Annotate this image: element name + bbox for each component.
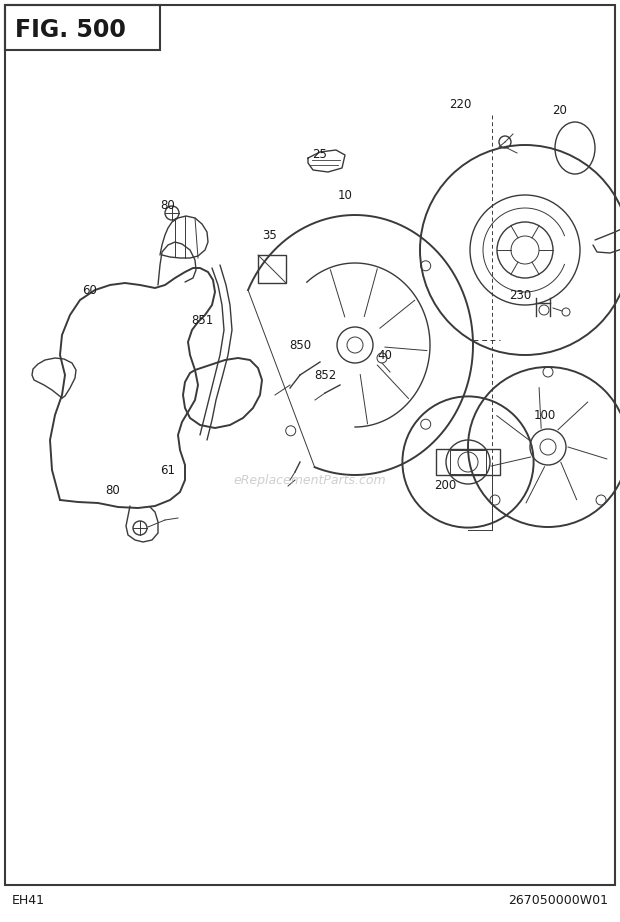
Text: 40: 40 (378, 349, 392, 361)
Text: 25: 25 (312, 148, 327, 161)
Text: 230: 230 (509, 289, 531, 301)
Text: 220: 220 (449, 99, 471, 112)
Text: 35: 35 (263, 229, 277, 242)
Text: 10: 10 (337, 188, 352, 202)
Text: 200: 200 (434, 479, 456, 491)
Text: EH41: EH41 (12, 893, 45, 906)
Text: 850: 850 (289, 338, 311, 351)
Bar (5, 5, 160, 50)
Bar (450, 450, 486, 474)
Text: 267050000W01: 267050000W01 (508, 893, 608, 906)
Bar (258, 255, 286, 283)
Bar (436, 449, 500, 475)
Text: 80: 80 (105, 483, 120, 497)
Text: 100: 100 (534, 408, 556, 421)
Text: 80: 80 (161, 198, 175, 211)
Text: 851: 851 (191, 313, 213, 326)
Text: 61: 61 (161, 464, 175, 477)
Text: 60: 60 (82, 283, 97, 297)
Text: 852: 852 (314, 369, 336, 382)
Text: FIG. 500: FIG. 500 (15, 18, 126, 42)
Text: eReplacementParts.com: eReplacementParts.com (234, 474, 386, 487)
Text: 20: 20 (552, 103, 567, 116)
